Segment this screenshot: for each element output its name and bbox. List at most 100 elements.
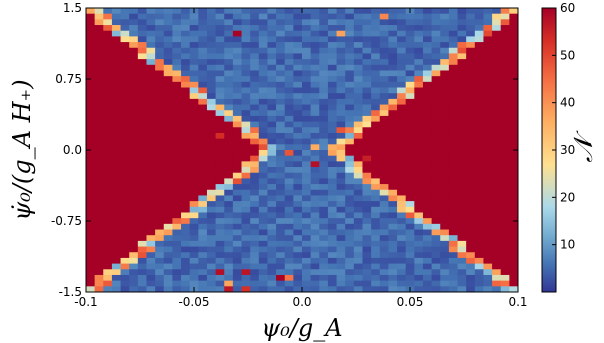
heatmap-cell — [457, 115, 467, 122]
heatmap-cell — [241, 104, 251, 111]
heatmap-cell — [483, 178, 493, 185]
heatmap-cell — [466, 59, 476, 66]
heatmap-cell — [250, 178, 260, 185]
heatmap-cell — [172, 127, 182, 134]
heatmap-cell — [206, 132, 216, 140]
heatmap-cell — [241, 150, 251, 157]
heatmap-cell — [353, 47, 363, 54]
heatmap-cell — [310, 70, 320, 77]
heatmap-cell — [414, 269, 424, 276]
heatmap-cell — [120, 8, 130, 15]
heatmap-cell — [163, 47, 173, 54]
heatmap-cell — [405, 144, 415, 151]
heatmap-cell — [137, 155, 147, 162]
heatmap-cell — [397, 167, 407, 174]
heatmap-cell — [137, 240, 147, 247]
heatmap-cell — [397, 42, 407, 49]
heatmap-cell — [120, 286, 130, 293]
heatmap-cell — [302, 212, 312, 219]
heatmap-cell — [466, 274, 476, 282]
heatmap-cell — [319, 25, 329, 32]
heatmap-cell — [293, 47, 303, 54]
heatmap-cell — [319, 8, 329, 15]
heatmap-cell — [241, 246, 251, 253]
heatmap-cell — [181, 235, 191, 242]
heatmap-cell — [163, 81, 173, 88]
heatmap-cell — [241, 263, 251, 270]
heatmap-cell — [293, 195, 303, 202]
heatmap-cell — [276, 269, 286, 276]
heatmap-cell — [258, 240, 268, 247]
heatmap-cell — [137, 138, 147, 145]
heatmap-cell — [224, 98, 234, 105]
heatmap-cell — [474, 64, 484, 71]
heatmap-cell — [163, 87, 173, 94]
heatmap-cell — [448, 172, 458, 179]
heatmap-cell — [422, 280, 432, 287]
x-axis-label: ψ₀/g_A — [261, 314, 342, 342]
colorbar-tick-label: 30 — [560, 143, 575, 157]
heatmap-cell — [500, 81, 510, 88]
heatmap-cell — [267, 280, 277, 287]
heatmap-cell — [414, 36, 424, 43]
heatmap-cell — [336, 252, 346, 259]
heatmap-cell — [293, 64, 303, 71]
heatmap-cell — [232, 235, 242, 242]
heatmap-cell — [500, 172, 510, 179]
heatmap-cell — [414, 223, 424, 230]
heatmap-cell — [509, 87, 519, 94]
heatmap-cell — [483, 13, 493, 20]
heatmap-cell — [474, 53, 484, 60]
heatmap-cell — [466, 286, 476, 293]
heatmap-cell — [327, 93, 337, 100]
heatmap-cell — [120, 229, 130, 236]
heatmap-cell — [224, 104, 234, 111]
heatmap-cell — [397, 132, 407, 140]
heatmap-cell — [362, 127, 372, 134]
heatmap-cell — [163, 269, 173, 276]
heatmap-cell — [258, 218, 268, 225]
heatmap-cell — [345, 121, 355, 128]
heatmap-cell — [336, 155, 346, 162]
heatmap-cell — [371, 201, 381, 208]
heatmap-cell — [379, 189, 389, 196]
heatmap-cell — [397, 115, 407, 122]
heatmap-cell — [155, 155, 165, 162]
heatmap-cell — [500, 8, 510, 15]
heatmap-cell — [129, 81, 139, 88]
heatmap-cell — [94, 269, 104, 276]
heatmap-cell — [397, 263, 407, 270]
heatmap-cell — [448, 167, 458, 174]
heatmap-cell — [509, 53, 519, 60]
heatmap-cell — [206, 144, 216, 151]
heatmap-cell — [172, 59, 182, 66]
heatmap-cell — [492, 19, 502, 26]
heatmap-cell — [336, 195, 346, 202]
heatmap-cell — [284, 269, 294, 276]
heatmap-cell — [86, 70, 96, 77]
heatmap-cell — [440, 229, 450, 236]
heatmap-cell — [103, 53, 113, 60]
heatmap-cell — [431, 155, 441, 162]
heatmap-cell — [405, 229, 415, 236]
heatmap-cell — [258, 274, 268, 282]
heatmap-cell — [500, 87, 510, 94]
heatmap-cell — [474, 167, 484, 174]
heatmap-cell — [310, 195, 320, 202]
heatmap-cell — [500, 30, 510, 37]
heatmap-cell — [431, 30, 441, 37]
heatmap-cell — [189, 144, 199, 151]
heatmap-cell — [310, 223, 320, 230]
heatmap-cell — [310, 144, 320, 151]
heatmap-cell — [103, 195, 113, 202]
heatmap-cell — [267, 121, 277, 128]
heatmap-cell — [466, 36, 476, 43]
heatmap-cell — [405, 81, 415, 88]
heatmap-cell — [146, 223, 156, 230]
heatmap-cell — [137, 172, 147, 179]
heatmap-cell — [474, 8, 484, 15]
heatmap-cell — [276, 121, 286, 128]
heatmap-cell — [103, 161, 113, 168]
heatmap-cell — [86, 98, 96, 105]
heatmap-cell — [232, 64, 242, 71]
